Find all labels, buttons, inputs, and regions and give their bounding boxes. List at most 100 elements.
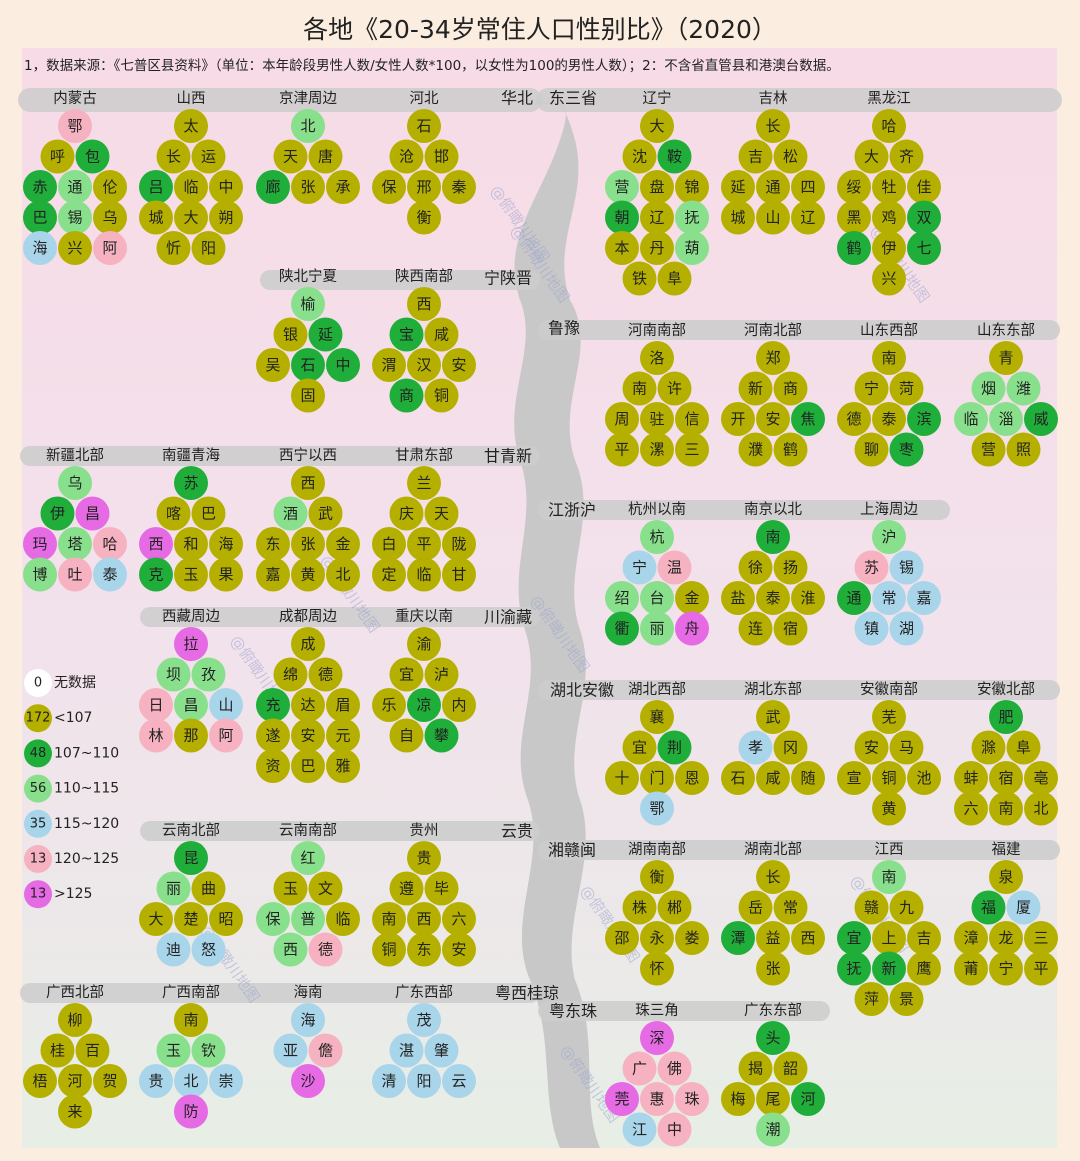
city-label: 锡 [67, 209, 82, 227]
city-label: 元 [335, 727, 350, 745]
city-circle [156, 871, 191, 906]
city-circle [291, 557, 325, 592]
region-label: 湘赣闽 [548, 841, 596, 860]
city-circle [640, 860, 674, 894]
city-label: 扬 [783, 559, 798, 577]
city-label: 新 [881, 960, 896, 978]
city-circle [291, 170, 325, 204]
city-label: 西 [300, 474, 315, 492]
city-circle [174, 466, 208, 500]
city-label: 六 [963, 800, 978, 818]
city-label: 长 [765, 117, 780, 135]
city-label: 果 [218, 566, 233, 584]
city-circle [174, 527, 208, 561]
city-circle [326, 170, 360, 204]
city-circle [954, 921, 988, 955]
city-label: 城 [730, 209, 745, 227]
city-label: 宁 [998, 960, 1013, 978]
city-circle [40, 139, 75, 174]
city-circle [1006, 432, 1041, 467]
city-circle [273, 496, 308, 531]
city-label: 延 [730, 178, 745, 196]
city-circle [605, 611, 639, 646]
city-circle [372, 527, 406, 561]
subregion-label: 河南北部 [744, 322, 802, 339]
city-circle [738, 432, 773, 467]
city-circle [174, 718, 208, 753]
city-label: 韶 [783, 1060, 798, 1078]
city-label: 铜 [881, 769, 896, 787]
city-circle [372, 688, 406, 722]
city-circle [389, 871, 424, 906]
city-label: 衢 [614, 620, 629, 638]
subregion-label: 湖北西部 [628, 681, 686, 698]
city-circle [424, 718, 459, 753]
city-circle [209, 688, 243, 722]
city-label: 阜 [1016, 739, 1031, 757]
city-circle [191, 932, 226, 967]
subregion-label: 南京以北 [744, 501, 802, 518]
city-label: 运 [201, 148, 216, 166]
city-circle [675, 231, 709, 265]
city-label: 孜 [201, 666, 216, 684]
city-circle [308, 496, 343, 531]
city-circle [640, 951, 674, 986]
city-circle [657, 1051, 692, 1086]
city-label: 荆 [667, 739, 682, 757]
city-label: 金 [335, 535, 350, 553]
subregion-label: 陕北宁夏 [279, 268, 337, 285]
city-circle [58, 557, 92, 592]
subregion-label: 山东东部 [977, 322, 1035, 339]
city-label: 延 [318, 326, 333, 344]
city-circle [756, 761, 790, 795]
city-label: 上 [881, 929, 896, 947]
city-label: 宜 [846, 929, 861, 947]
city-label: 亳 [1033, 769, 1048, 787]
city-circle [424, 317, 459, 352]
city-circle [675, 761, 709, 795]
city-label: 和 [183, 535, 198, 553]
city-circle [139, 718, 173, 753]
city-label: 铜 [381, 941, 396, 959]
city-label: 南 [765, 528, 780, 546]
city-label: 鸡 [881, 209, 896, 227]
city-circle [291, 627, 325, 661]
city-label: 内 [451, 696, 466, 714]
city-circle [58, 170, 92, 204]
city-circle [442, 902, 476, 936]
city-circle [889, 371, 924, 406]
city-label: 兴 [67, 239, 82, 257]
city-label: 六 [451, 910, 466, 928]
city-label: 十 [614, 769, 629, 787]
city-circle [75, 139, 110, 174]
city-circle [191, 871, 226, 906]
subregion-label: 新疆北部 [46, 447, 104, 464]
city-label: 那 [183, 727, 198, 745]
city-label: 随 [800, 769, 815, 787]
city-label: 哈 [881, 117, 896, 135]
subregion-label: 甘肃东部 [395, 447, 453, 464]
city-label: 赤 [32, 178, 47, 196]
city-circle [326, 527, 360, 561]
city-label: 鞍 [667, 148, 682, 166]
city-circle [442, 688, 476, 722]
city-circle [1024, 402, 1058, 436]
city-circle [256, 718, 290, 753]
city-circle [989, 341, 1023, 375]
city-label: 毕 [434, 880, 449, 898]
city-circle [1024, 761, 1058, 795]
legend-swatch [24, 880, 52, 909]
legend-swatch [24, 845, 52, 873]
city-label: 抚 [846, 960, 861, 978]
city-label: 石 [730, 769, 745, 787]
city-circle [23, 200, 57, 235]
city-circle [837, 231, 871, 265]
city-label: 深 [649, 1029, 664, 1047]
city-label: 固 [300, 387, 315, 405]
city-circle [407, 527, 441, 561]
city-label: 梅 [730, 1090, 745, 1108]
city-label: 佳 [916, 178, 931, 196]
city-label: 乌 [102, 209, 117, 227]
city-label: 淄 [998, 410, 1013, 428]
city-label: 克 [148, 566, 163, 584]
